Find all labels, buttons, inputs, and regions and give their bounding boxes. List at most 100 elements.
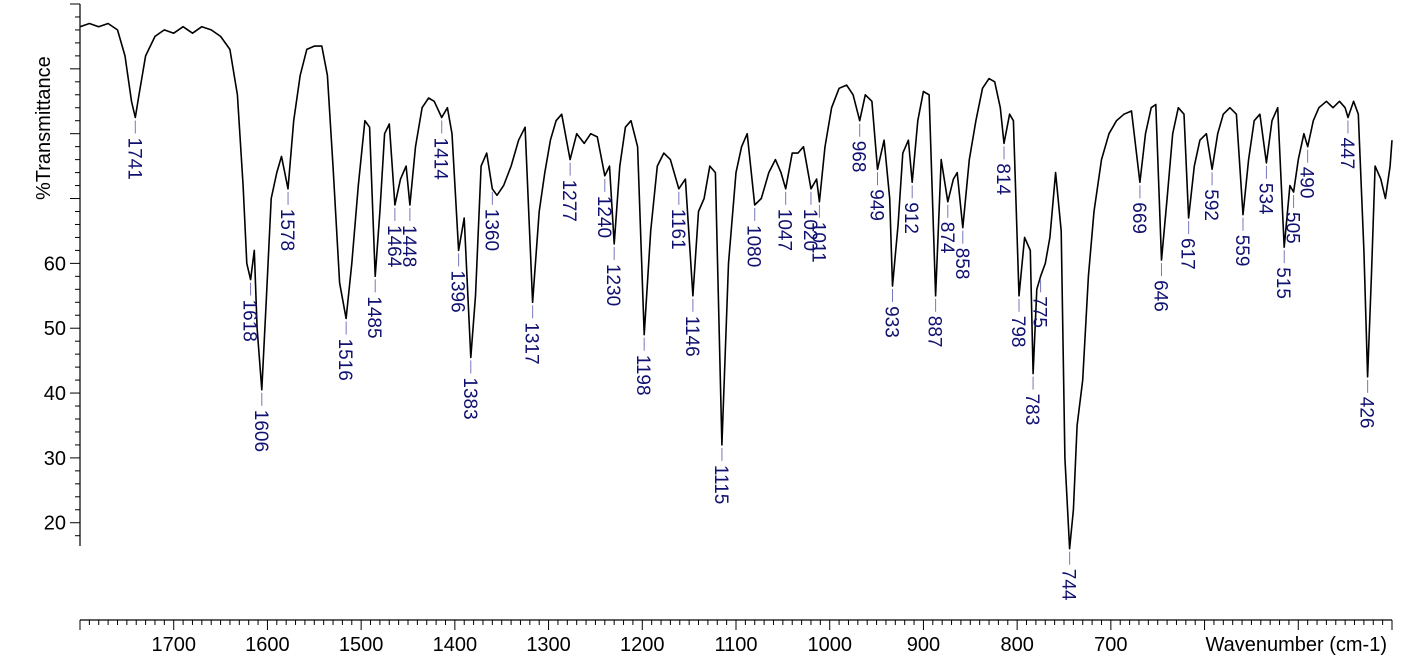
peak-label-text: 874 <box>936 222 957 254</box>
peak-label-968: 968 <box>848 123 869 173</box>
peak-label-text: 1360 <box>480 209 501 251</box>
peak-label-1741: 1741 <box>123 120 144 180</box>
peak-label-1396: 1396 <box>447 253 468 313</box>
peak-label-858: 858 <box>951 230 972 280</box>
peak-label-text: 1047 <box>774 209 795 251</box>
peak-label-text: 447 <box>1336 138 1357 170</box>
peak-label-text: 1464 <box>383 225 404 268</box>
peak-label-text: 1161 <box>667 209 688 250</box>
peak-label-887: 887 <box>924 298 945 348</box>
peak-label-1011: 1011 <box>807 204 828 263</box>
peak-label-1317: 1317 <box>521 305 542 365</box>
peak-label-text: 426 <box>1356 397 1377 429</box>
peak-label-1578: 1578 <box>276 191 297 251</box>
x-tick-label: 1000 <box>807 634 852 656</box>
peak-label-1414: 1414 <box>430 120 451 180</box>
peak-label-1020: 1020 <box>799 191 820 251</box>
peak-label-text: 1516 <box>334 339 355 381</box>
peak-label-text: 775 <box>1029 296 1050 328</box>
spectrum-line <box>79 22 1393 550</box>
peak-label-1606: 1606 <box>250 392 271 452</box>
peak-label-1464: 1464 <box>383 208 404 268</box>
tick-marks <box>70 3 1393 630</box>
peak-label-534: 534 <box>1254 165 1275 215</box>
peak-label-text: 617 <box>1177 238 1198 270</box>
x-tick-label: 1100 <box>714 634 757 656</box>
peak-label-559: 559 <box>1231 217 1252 267</box>
peak-label-814: 814 <box>992 146 1013 196</box>
peak-label-1080: 1080 <box>743 208 764 267</box>
x-tick-label: 1200 <box>620 634 665 656</box>
peak-label-1383: 1383 <box>459 360 480 420</box>
peak-label-text: 1080 <box>743 225 764 267</box>
peak-label-text: 646 <box>1150 280 1171 312</box>
peak-label-1146: 1146 <box>681 298 702 357</box>
peak-label-447: 447 <box>1336 120 1357 169</box>
peak-label-text: 1277 <box>558 180 579 222</box>
peak-label-text: 1011 <box>807 222 828 263</box>
peak-label-669: 669 <box>1128 185 1149 234</box>
x-tick-label: 700 <box>1094 634 1127 656</box>
peak-label-text: 505 <box>1282 212 1303 244</box>
peak-label-505: 505 <box>1282 195 1303 244</box>
peak-label-515: 515 <box>1272 250 1293 299</box>
y-tick-label: 30 <box>44 448 66 470</box>
peak-label-text: 858 <box>951 248 972 280</box>
peak-label-933: 933 <box>881 289 902 338</box>
x-tick-label: 1400 <box>433 634 478 656</box>
x-tick-label: 1300 <box>526 634 571 656</box>
peak-label-text: 1230 <box>602 264 623 306</box>
peak-label-text: 783 <box>1021 394 1042 426</box>
peak-label-426: 426 <box>1356 379 1377 429</box>
y-tick-label: 50 <box>44 318 66 340</box>
peak-label-text: 534 <box>1254 183 1275 215</box>
peak-label-text: 814 <box>992 163 1013 195</box>
axes <box>79 4 1392 621</box>
peak-label-1230: 1230 <box>602 246 623 306</box>
peak-label-text: 515 <box>1272 267 1293 299</box>
peak-label-text: 1578 <box>276 209 297 251</box>
peak-label-text: 1317 <box>521 322 542 364</box>
peak-label-text: 1198 <box>632 355 653 396</box>
peak-label-1240: 1240 <box>593 178 614 238</box>
peak-label-text: 798 <box>1007 316 1028 348</box>
peak-label-text: 744 <box>1058 569 1079 601</box>
peak-label-text: 490 <box>1296 167 1317 199</box>
peak-label-592: 592 <box>1200 172 1221 221</box>
x-tick-label: 1500 <box>339 634 384 656</box>
peak-label-text: 1485 <box>363 296 384 338</box>
peak-label-text: 1741 <box>123 138 144 180</box>
x-tick-label: 900 <box>907 634 940 656</box>
peak-label-text: 1414 <box>430 138 451 181</box>
y-tick-label: 60 <box>44 253 66 275</box>
peak-label-text: 949 <box>866 189 887 221</box>
peak-label-490: 490 <box>1296 149 1317 199</box>
peak-label-1277: 1277 <box>558 162 579 222</box>
tick-labels: 1700 1600 1500 1400 1300 1200 1100 1000 900 800 70… <box>44 253 1128 656</box>
peak-label-text: 669 <box>1128 202 1149 234</box>
peak-label-text: 559 <box>1231 235 1252 267</box>
peak-label-text: 1020 <box>799 209 820 251</box>
peak-label-1198: 1198 <box>632 337 653 396</box>
peak-label-1618: 1618 <box>239 282 260 342</box>
peak-label-text: 1146 <box>681 316 702 357</box>
peak-label-775: 775 <box>1029 279 1050 328</box>
peak-label-text: 968 <box>848 141 869 173</box>
peak-label-798: 798 <box>1007 298 1028 348</box>
peak-label-text: 1115 <box>710 465 731 504</box>
y-axis-title: %Transmittance <box>33 56 55 200</box>
x-tick-label: 1600 <box>245 634 290 656</box>
peak-label-text: 1606 <box>250 410 271 452</box>
x-axis-title: Wavenumber (cm-1) <box>1205 634 1387 656</box>
y-tick-label: 40 <box>44 383 66 405</box>
peak-label-text: 887 <box>924 316 945 348</box>
peak-label-646: 646 <box>1150 263 1171 312</box>
peak-label-912: 912 <box>900 185 921 234</box>
peak-label-1360: 1360 <box>480 191 501 251</box>
peak-label-text: 1240 <box>593 196 614 238</box>
peak-label-text: 1618 <box>239 300 260 342</box>
peak-label-text: 912 <box>900 202 921 234</box>
